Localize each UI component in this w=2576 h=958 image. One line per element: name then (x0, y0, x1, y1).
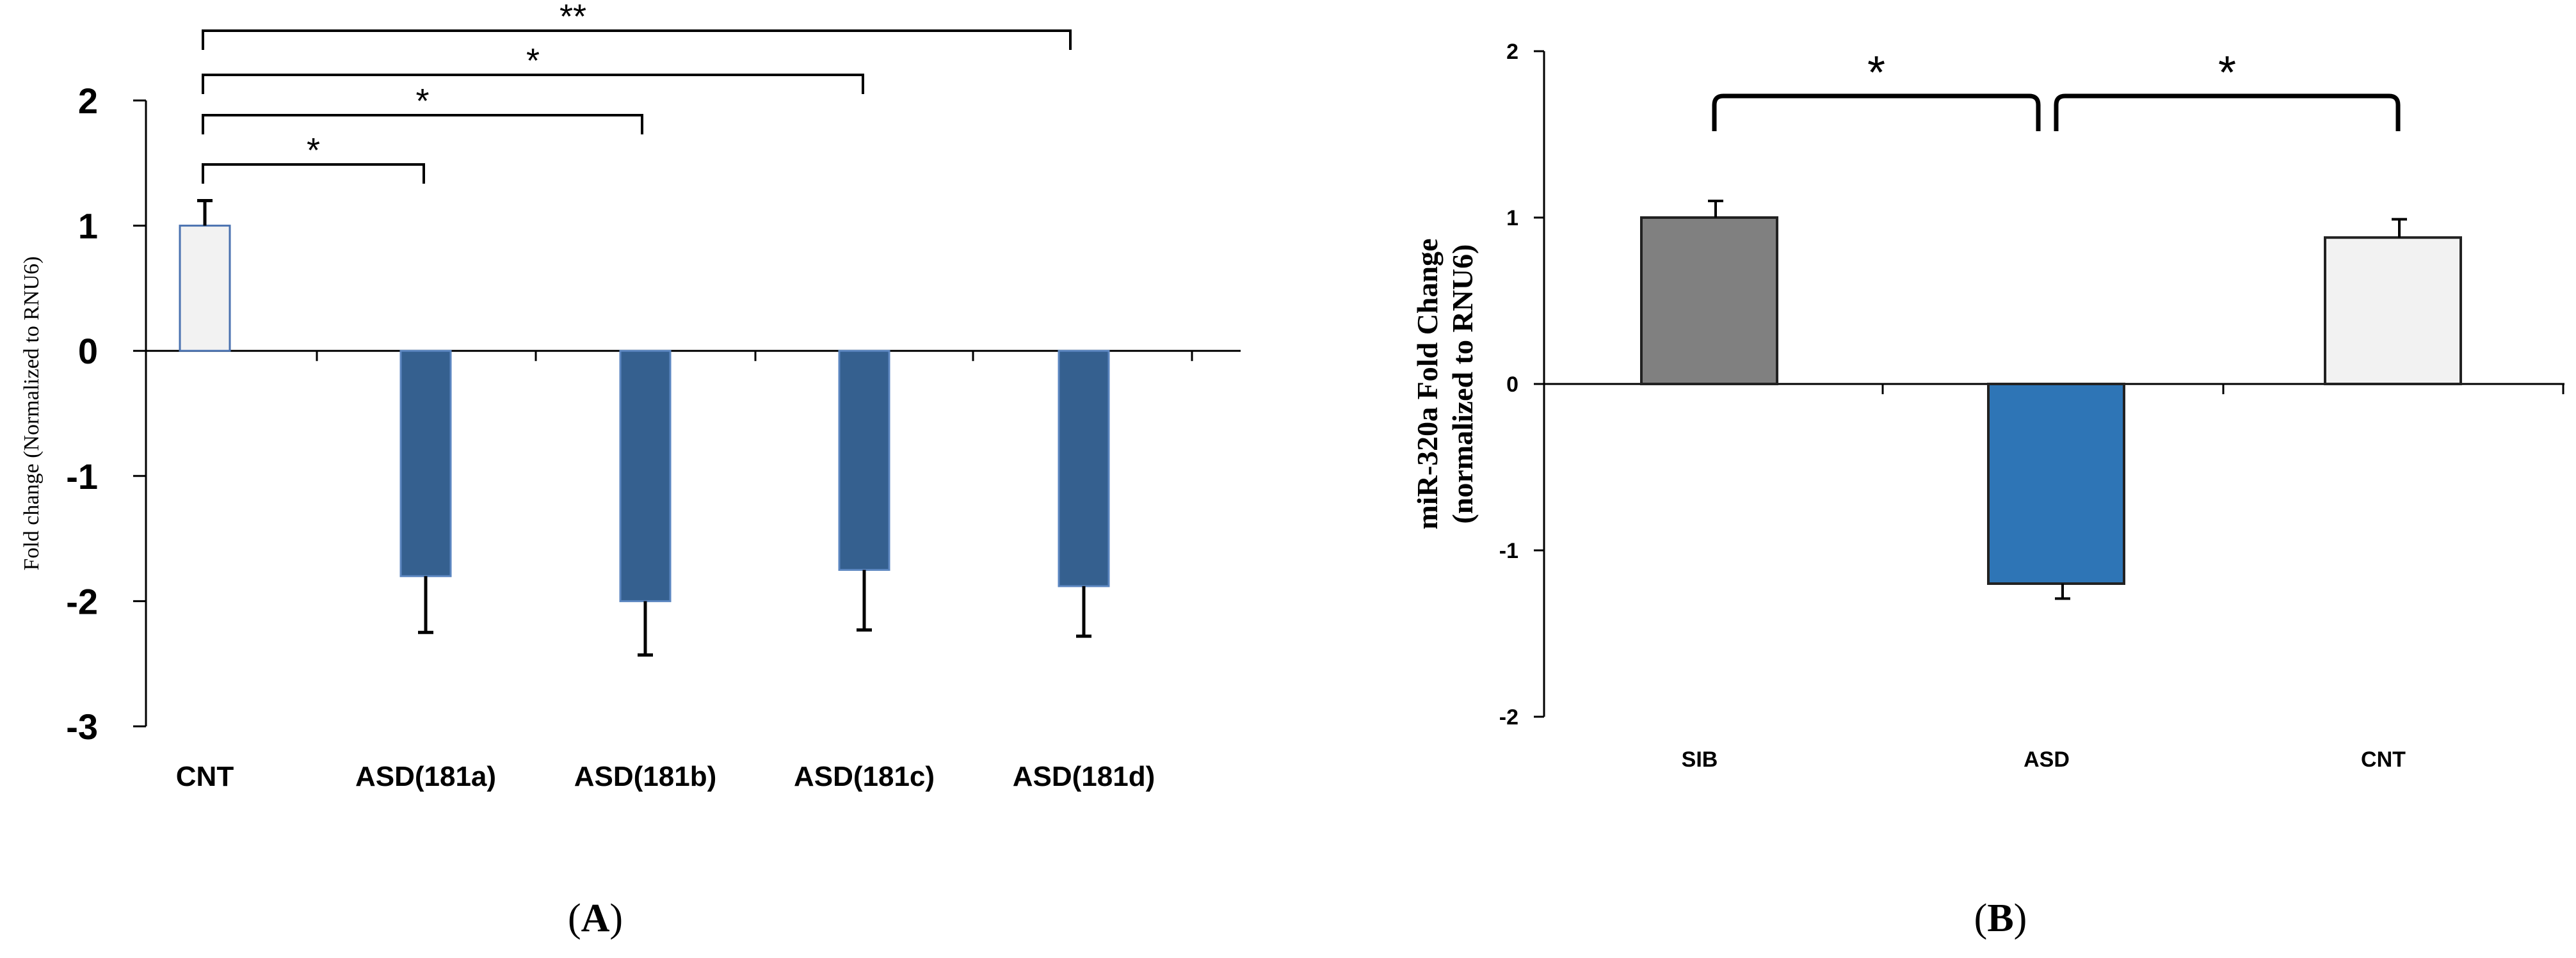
y-axis-label-line1: miR-320a Fold Change (1411, 239, 1444, 530)
significance-bracket (202, 74, 864, 94)
y-axis-label-line2: (normalized to RNU6) (1446, 244, 1479, 524)
x-category-label: ASD (2024, 747, 2070, 772)
significance-label: * (2218, 47, 2236, 99)
significance-label: * (307, 131, 320, 170)
y-tick-label: -1 (66, 456, 98, 497)
bar-asd181d (1058, 349, 1110, 587)
bar-cnt (179, 225, 231, 352)
bar-asd181b (619, 349, 672, 602)
significance-bracket (202, 29, 1072, 50)
y-tick-label: 1 (1506, 206, 1518, 230)
x-category-label: SIB (1682, 747, 1718, 772)
significance-label: * (415, 82, 429, 120)
bar-asd181c (838, 349, 890, 571)
x-category-label: CNT (2361, 747, 2406, 772)
y-tick-label: 1 (78, 206, 98, 246)
significance-label: * (1867, 47, 1885, 99)
y-tick-label: -2 (1499, 705, 1518, 730)
significance-label: * (526, 42, 540, 80)
significance-label: ** (559, 0, 586, 36)
bar-asd (1987, 383, 2125, 585)
bar-asd181a (399, 349, 452, 577)
y-axis-label: Fold change (Normalized to RNU6) (20, 257, 44, 571)
x-category-label: ASD(181d) (1013, 761, 1155, 792)
y-tick-label: 0 (78, 331, 98, 371)
panel-label-a: (A) (568, 897, 623, 940)
panel-label-b: (B) (1974, 897, 2027, 940)
chart-panel-b: 2 1 0 -1 -2 miR-320a Fold Change (normalized t… (1411, 40, 2564, 772)
bar-sib (1640, 216, 1778, 385)
x-category-label: ASD(181c) (794, 761, 935, 792)
bar-cnt (2324, 236, 2462, 386)
significance-bracket (202, 114, 643, 134)
significance-bracket (202, 163, 425, 184)
y-tick-label: 0 (1506, 372, 1518, 397)
x-category-label: ASD(181a) (355, 761, 496, 792)
y-tick-label: -3 (66, 707, 98, 747)
y-tick-label: -1 (1499, 539, 1518, 563)
y-tick-label: 2 (1506, 40, 1518, 64)
y-tick-label: 2 (78, 81, 98, 121)
x-category-label: ASD(181b) (574, 761, 717, 792)
significance-bracket (2054, 93, 2401, 131)
x-category-label: CNT (176, 761, 234, 792)
significance-bracket (1712, 93, 2041, 131)
y-tick-label: -2 (66, 581, 98, 621)
chart-panel-a: 2 1 0 -1 -2 -3 Fold change (Normalized to RNU6… (20, 0, 1241, 792)
